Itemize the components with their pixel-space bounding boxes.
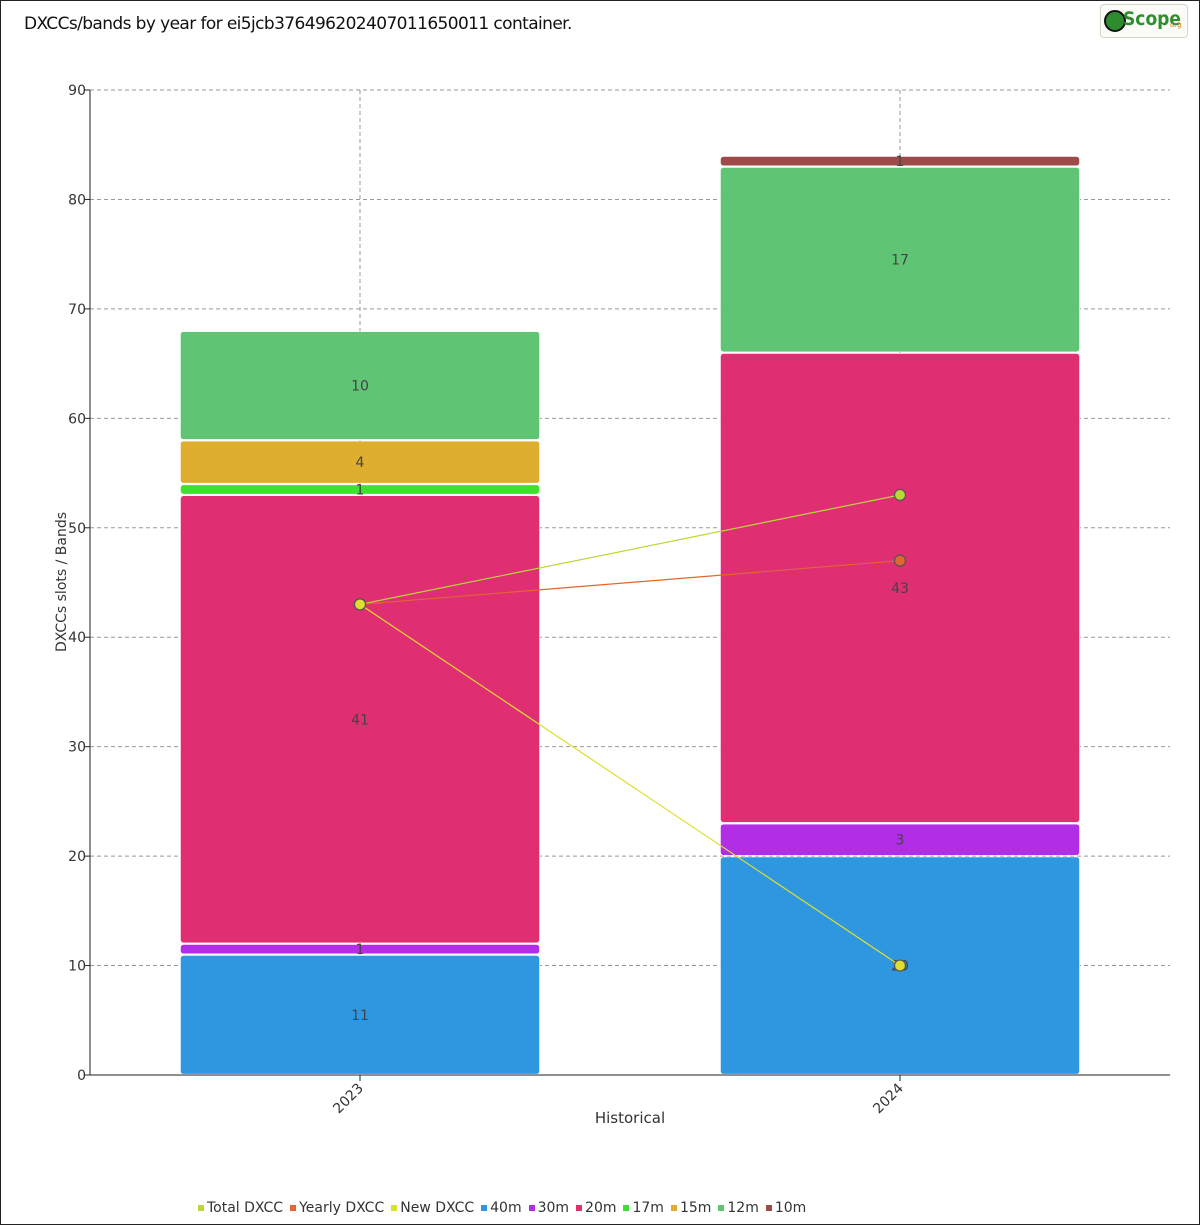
legend-swatch (718, 1205, 725, 1211)
legend-label: 20m (585, 1200, 617, 1216)
legend-item[interactable]: 17m (623, 1200, 664, 1216)
bar-30m-2024 (720, 823, 1080, 856)
legend-label: 30m (537, 1200, 570, 1216)
line-New DXCC (359, 603, 901, 967)
legend-label: 40m (490, 1200, 522, 1216)
legend-item[interactable]: 30m (528, 1200, 570, 1216)
legend-label: Total DXCC (207, 1200, 284, 1216)
legend-item[interactable]: 20m (576, 1200, 616, 1216)
bar-30m-2023 (180, 944, 540, 955)
bar-value-label: 1 (356, 942, 365, 958)
bar-value-label: 43 (891, 581, 909, 597)
legend-label: 15m (679, 1200, 712, 1216)
chart-title: DXCCs/bands by year for ei5jcb3764962024… (24, 14, 572, 34)
legend-item[interactable]: 10m (765, 1200, 807, 1216)
bar-12m-2024 (720, 167, 1080, 353)
x-tick-label: 2024 (870, 1080, 907, 1117)
y-tick-label: 20 (68, 849, 86, 865)
legend-item[interactable]: Yearly DXCC (290, 1200, 384, 1216)
y-tick-labels: 0 10 20 30 40 50 60 70 80 90 (68, 83, 90, 1084)
legend-label: New DXCC (400, 1200, 475, 1216)
point-New DXCC-2024 (893, 959, 907, 972)
y-axis-label: DXCCs slots / Bands (54, 512, 70, 652)
y-tick-label: 90 (68, 83, 86, 99)
legend-label: Yearly DXCC (299, 1200, 385, 1216)
y-tick-label: 80 (68, 192, 86, 208)
y-tick-label: 30 (68, 740, 86, 756)
line-Total DXCC (359, 494, 901, 605)
y-tick-label: 10 (68, 959, 86, 975)
axes (89, 90, 1170, 1076)
bar-40m-2023 (180, 955, 540, 1075)
y-tick-label: 0 (77, 1068, 86, 1084)
legend-swatch (528, 1205, 535, 1211)
bar-value-label: 1 (356, 482, 365, 498)
point-New DXCC-2023 (353, 598, 367, 611)
y-tick-label: 50 (68, 521, 86, 537)
legend-item[interactable]: Total DXCC (198, 1200, 283, 1216)
y-tick-label: 40 (68, 630, 86, 646)
bar-value-label: 11 (351, 1008, 369, 1024)
bar-value-label: 10 (351, 379, 369, 395)
logo-text: Scope (1123, 8, 1182, 30)
bar-segments (180, 156, 1080, 1075)
x-tick-label: 2023 (330, 1081, 367, 1118)
legend: Total DXCC Yearly DXCC New DXCC 40m 30m 20m 17… (198, 1200, 806, 1216)
bar-15m-2023 (180, 440, 540, 484)
y-tick-label: 70 (68, 302, 86, 318)
legend-label: 12m (727, 1200, 759, 1216)
logo-tld: org (1170, 21, 1182, 29)
legend-swatch (623, 1205, 630, 1211)
bar-value-label: 17 (891, 253, 909, 269)
line-series (353, 488, 907, 972)
legend-item[interactable]: 15m (670, 1200, 712, 1216)
bar-20m-2023 (180, 495, 540, 944)
bar-value-label: 3 (896, 833, 905, 849)
bar-20m-2024 (720, 353, 1080, 823)
bar-value-label: 41 (351, 712, 369, 728)
legend-swatch (765, 1205, 772, 1211)
bar-value-label: 1 (896, 154, 905, 170)
legend-swatch (391, 1205, 398, 1211)
line-Yearly DXCC (359, 560, 901, 605)
point-Yearly DXCC-2024 (893, 554, 907, 567)
x-axis-label: Historical (595, 1109, 665, 1127)
legend-swatch (670, 1205, 677, 1211)
legend-swatch (576, 1205, 583, 1211)
bar-10m-2024 (720, 156, 1080, 167)
point-Total DXCC-2024 (893, 488, 907, 502)
bar-12m-2023 (180, 331, 540, 440)
globe-icon (1104, 10, 1126, 32)
legend-item[interactable]: New DXCC (391, 1200, 474, 1216)
legend-item[interactable]: 40m (481, 1200, 522, 1216)
bar-value-label: 4 (356, 455, 365, 471)
bar-17m-2023 (180, 484, 540, 495)
legend-swatch (290, 1205, 297, 1211)
logo[interactable]: Scope org (1100, 4, 1188, 38)
legend-label: 10m (774, 1200, 807, 1216)
legend-label: 17m (632, 1200, 664, 1216)
legend-item[interactable]: 12m (718, 1200, 759, 1216)
legend-swatch (481, 1205, 488, 1211)
legend-swatch (198, 1205, 204, 1211)
y-tick-label: 60 (68, 411, 86, 427)
